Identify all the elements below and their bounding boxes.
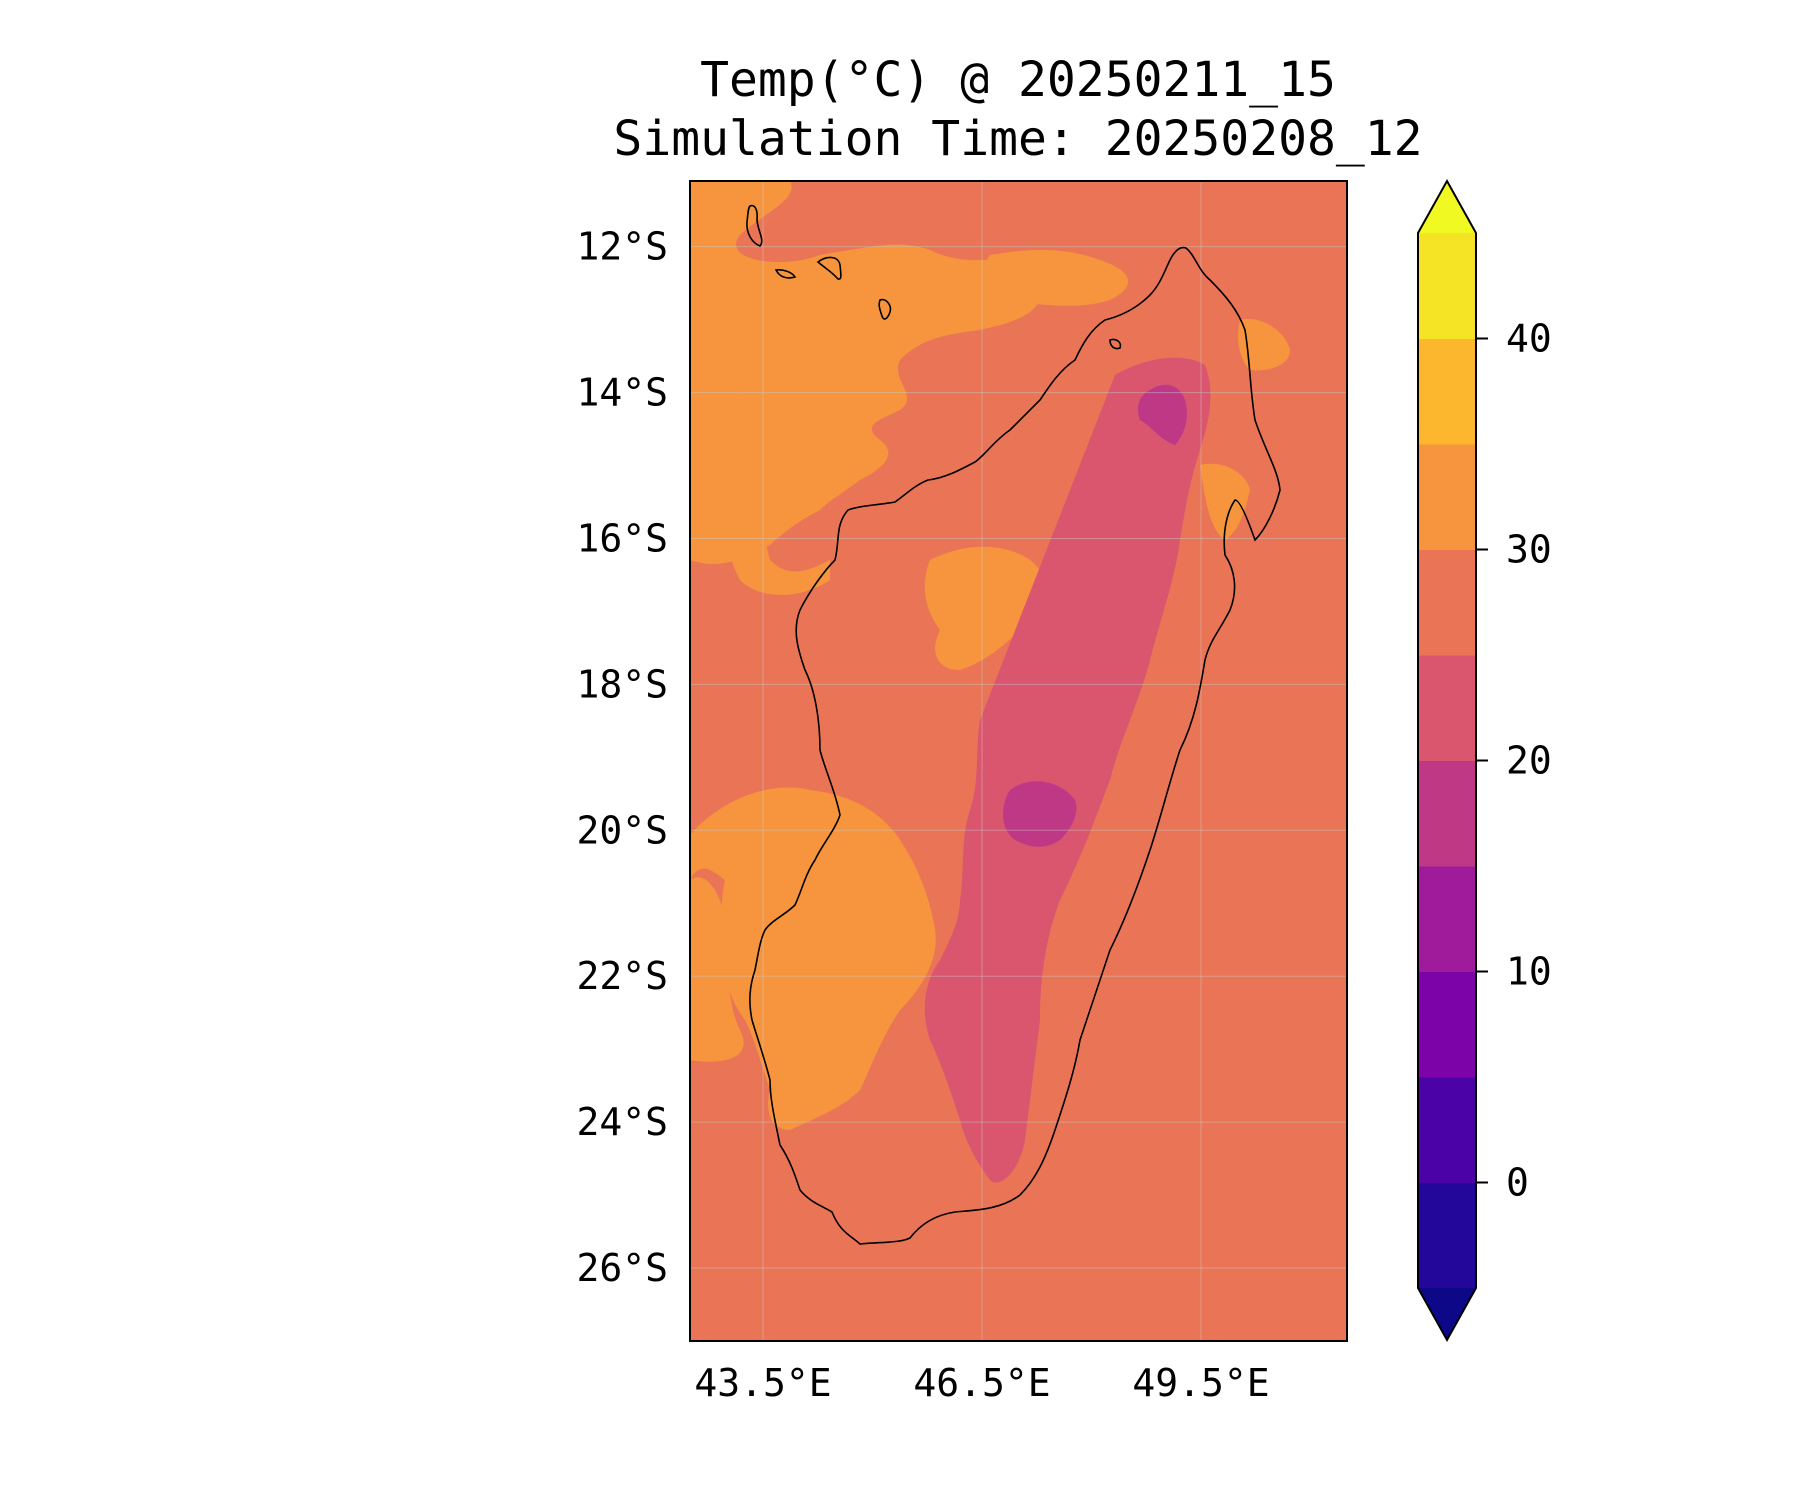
map-panel: 12°S14°S16°S18°S20°S22°S24°S26°S 43.5°E 4… <box>576 180 1348 1405</box>
title-line-1: Temp(°C) @ 20250211_15 <box>700 52 1336 108</box>
colorbar-level <box>1418 1182 1476 1289</box>
lon-tick-label: 43.5°E <box>694 1361 831 1405</box>
title-line-2: Simulation Time: 20250208_12 <box>613 111 1422 167</box>
lat-tick-label: 22°S <box>576 954 668 998</box>
colorbar-level <box>1418 971 1476 1078</box>
map-frame <box>689 180 1348 1342</box>
temperature-field <box>690 181 1290 1183</box>
colorbar-under-extension <box>1418 1288 1476 1340</box>
lat-tick-label: 18°S <box>576 662 668 706</box>
colorbar-level <box>1418 760 1476 867</box>
colorbar-over-extension <box>1418 181 1476 233</box>
colorbar-tick-label: 20 <box>1506 739 1552 783</box>
warm-area-northwest-ocean <box>690 181 1051 565</box>
lat-tick-label: 14°S <box>576 371 668 415</box>
warm-area-ne-coast <box>1238 319 1290 371</box>
colorbar-level <box>1418 338 1476 445</box>
warm-area-southwest <box>690 787 936 1130</box>
latitude-tick-labels: 12°S 14°S 16°S 18°S 20°S 22°S 24°S 26°S <box>576 225 668 1290</box>
lat-tick-label: 12°S <box>576 225 668 269</box>
longitude-tick-labels: 43.5°E 46.5°E 49.5°E <box>694 1361 1269 1405</box>
warm-area-north-bands <box>982 250 1129 306</box>
colorbar-outline <box>1417 178 1477 1343</box>
colorbar-tick-label: 0 <box>1506 1161 1529 1205</box>
colorbar-tick-label: 30 <box>1506 528 1552 572</box>
warm-area-west-inland <box>924 546 1046 670</box>
warm-area-northwest-bands <box>700 298 830 595</box>
warm-area-sw-ocean-strip <box>690 877 744 1062</box>
colorbar-level <box>1418 444 1476 550</box>
lat-tick-label: 24°S <box>576 1100 668 1144</box>
warm-area-east-coast-bay <box>1200 463 1250 540</box>
colorbar-level <box>1418 549 1476 656</box>
lat-tick-label: 26°S <box>576 1246 668 1290</box>
coolest-area-central-highland <box>1003 781 1077 847</box>
island-mayotte <box>878 298 892 320</box>
cool-area-central-highlands <box>924 357 1211 1183</box>
colorbar-tick-label: 40 <box>1506 317 1552 361</box>
colorbar-level <box>1418 1077 1476 1183</box>
colorbar-level <box>1418 866 1476 972</box>
colorbar-level <box>1418 655 1476 761</box>
coastline-madagascar <box>749 246 1281 1245</box>
island-anjouan <box>816 256 842 280</box>
island-nosy-be <box>1109 338 1122 350</box>
lat-tick-label: 16°S <box>576 516 668 560</box>
island-moheli <box>774 269 797 279</box>
coolest-area-north-highland <box>1138 384 1187 445</box>
colorbar-level <box>1418 233 1476 339</box>
lat-tick-label: 20°S <box>576 808 668 852</box>
island-grande-comore <box>746 204 763 247</box>
gridlines <box>690 181 1347 1341</box>
lon-tick-label: 46.5°E <box>913 1361 1050 1405</box>
colorbar-tick-label: 10 <box>1506 950 1552 994</box>
lon-tick-label: 49.5°E <box>1132 1361 1269 1405</box>
colorbar: 0 10 20 30 40 <box>1417 178 1552 1343</box>
